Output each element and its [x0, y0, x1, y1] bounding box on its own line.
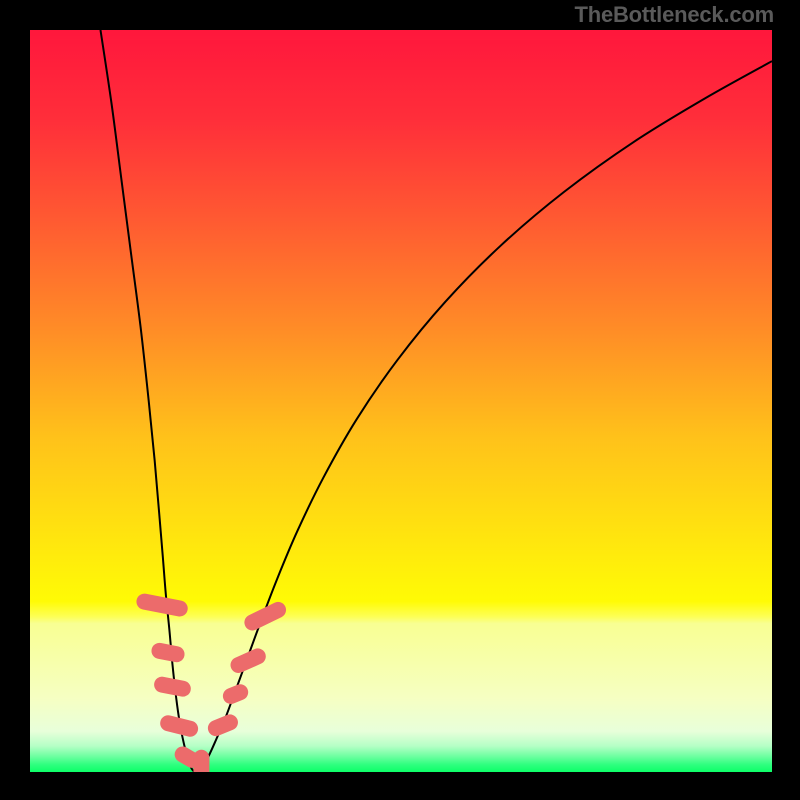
plot-background [30, 30, 772, 772]
watermark-text: TheBottleneck.com [574, 2, 774, 28]
chart-canvas [0, 0, 800, 800]
marker-5 [193, 750, 209, 787]
